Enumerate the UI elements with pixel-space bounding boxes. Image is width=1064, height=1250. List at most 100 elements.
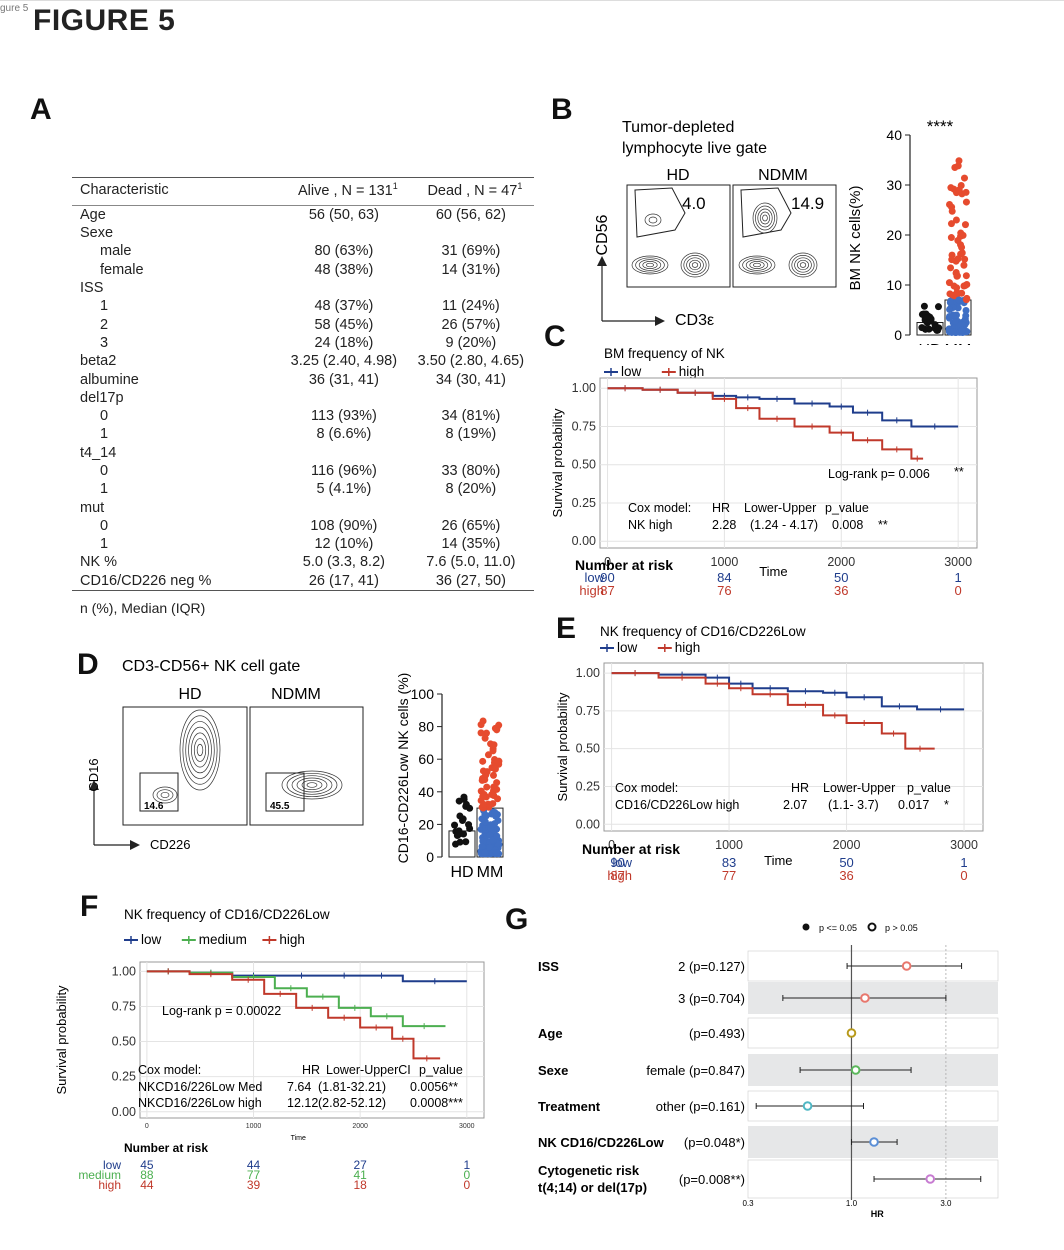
risk-value: 83 xyxy=(722,855,736,870)
legend-sig-dot xyxy=(802,923,810,931)
c-risk-title: Number at risk xyxy=(575,557,673,573)
dead-value: 8 (20%) xyxy=(445,481,497,498)
d-hd-gate-value: 14.6 xyxy=(144,801,164,812)
table-row: female 48 (38%) 14 (31%) xyxy=(72,261,534,279)
row-label: 1 xyxy=(100,481,109,498)
forest-x-tick-label: 0.3 xyxy=(742,1199,754,1208)
alive-value: 5 (4.1%) xyxy=(316,481,372,498)
contour-ring xyxy=(193,738,207,762)
legend-label: medium xyxy=(199,932,247,947)
dead-value xyxy=(408,444,534,462)
c-cox-p-header: p_value xyxy=(825,501,869,515)
dot-y-tick-label: 0 xyxy=(894,327,902,343)
panel-g-forest: p <= 0.05 p > 0.05 ISS 2 (p=0.127) 3 (p=0.70… xyxy=(538,922,999,1219)
dead-value: 26 (57%) xyxy=(441,316,501,333)
km-y-tick-label: 1.00 xyxy=(576,666,600,680)
alive-value: 48 (38%) xyxy=(314,261,374,278)
risk-value: 90 xyxy=(610,855,624,870)
row-label: NK % xyxy=(80,554,118,571)
mm-point xyxy=(955,296,963,304)
table-row: 3 24 (18%) 9 (20%) xyxy=(72,334,534,352)
b-yaxis-label: CD56 xyxy=(594,214,611,255)
legend-ns-label: p > 0.05 xyxy=(885,923,918,933)
km-x-tick-label: 0 xyxy=(145,1123,149,1130)
contour-ring xyxy=(791,255,815,275)
b-ndmm-nk-gate xyxy=(740,187,792,238)
alive-value: 3.25 (2.40, 4.98) xyxy=(290,353,398,370)
alive-value: 24 (18%) xyxy=(314,334,374,351)
dead-value: 9 (20%) xyxy=(445,334,497,351)
col-header-characteristic: Characteristic xyxy=(72,177,280,206)
mm-point xyxy=(948,251,956,259)
alive-value xyxy=(280,444,408,462)
km-y-axis-label: Survival probability xyxy=(54,985,69,1095)
km-x-tick-label: 1000 xyxy=(246,1123,262,1130)
forest-level-label: (p=0.008**) xyxy=(679,1172,745,1187)
contour-ring xyxy=(635,257,665,273)
table-row: 1 48 (37%) 11 (24%) xyxy=(72,297,534,315)
b-xaxis-label: CD3ε xyxy=(675,312,714,329)
table-header-row: Characteristic Alive , N = 1311 Dead , N… xyxy=(72,177,534,206)
mm-point xyxy=(483,783,491,791)
km-x-tick-label: 1000 xyxy=(715,838,743,852)
mm-point xyxy=(954,304,962,312)
mm-point xyxy=(948,207,956,215)
contour-ring xyxy=(745,259,769,271)
contour-ring xyxy=(644,213,662,227)
mm-point xyxy=(480,800,488,808)
dot-y-tick-label: 30 xyxy=(886,177,902,193)
km-x-tick-label: 2000 xyxy=(833,838,861,852)
row-label: t4_14 xyxy=(80,444,117,461)
mm-point xyxy=(947,220,955,228)
f-cox-row-label: NKCD16/226Low Med xyxy=(138,1080,262,1094)
mm-point xyxy=(481,776,489,784)
e-cox-row-ci: (1.1- 3.7) xyxy=(828,798,879,812)
d-x-arrowhead xyxy=(130,840,140,850)
panel-letter-f: F xyxy=(80,890,99,923)
risk-value: 87 xyxy=(600,583,614,598)
e-cox-hr-header: HR xyxy=(791,781,809,795)
row-label: 1 xyxy=(100,426,109,443)
contour-ring xyxy=(762,214,768,222)
mm-point xyxy=(482,812,490,820)
hd-point xyxy=(923,319,931,327)
risk-value: 1 xyxy=(955,570,962,585)
b-y-arrowhead xyxy=(597,256,607,266)
mm-point xyxy=(952,269,960,277)
mm-point xyxy=(950,282,958,290)
dot-y-tick-label: 40 xyxy=(886,127,902,143)
contour-ring xyxy=(646,262,654,268)
row-label: female xyxy=(100,261,144,278)
panel-b: Tumor-depleted lymphocyte live gate HD N… xyxy=(594,117,972,345)
risk-row-name: high xyxy=(579,583,604,598)
legend-label: high xyxy=(279,932,305,947)
contour-ring xyxy=(191,732,209,768)
row-label: del17p xyxy=(80,389,124,406)
row-label: 1 xyxy=(100,298,109,315)
contour-ring xyxy=(753,262,761,268)
e-cox-p-header: p_value xyxy=(907,781,951,795)
hd-point xyxy=(452,840,460,848)
km-x-tick-label: 2000 xyxy=(827,555,855,569)
forest-level-label: (p=0.048*) xyxy=(684,1135,745,1150)
panel-letter-b: B xyxy=(551,93,573,126)
hd-point xyxy=(455,797,463,805)
contour-ring xyxy=(757,208,773,228)
contour-ring xyxy=(281,770,343,800)
c-cox-row-hr: 2.28 xyxy=(712,518,736,532)
table-row: beta2 3.25 (2.40, 4.98) 3.50 (2.80, 4.65) xyxy=(72,352,534,370)
km-y-tick-label: 0.00 xyxy=(112,1105,136,1119)
c-cox-model: Cox model: xyxy=(628,501,691,515)
contour-ring xyxy=(759,211,771,225)
top-rule xyxy=(0,0,1064,1)
d-ndmm-label: NDMM xyxy=(271,686,321,703)
hd-point xyxy=(453,832,461,840)
e-cox-row-p: 0.017 xyxy=(898,798,929,812)
risk-row-name: high xyxy=(607,868,632,883)
row-label: mut xyxy=(80,499,105,516)
km-curve-high xyxy=(611,672,935,750)
risk-value: 0 xyxy=(960,868,967,883)
forest-x-axis-label: HR xyxy=(871,1209,884,1219)
risk-value: 41 xyxy=(353,1168,367,1182)
